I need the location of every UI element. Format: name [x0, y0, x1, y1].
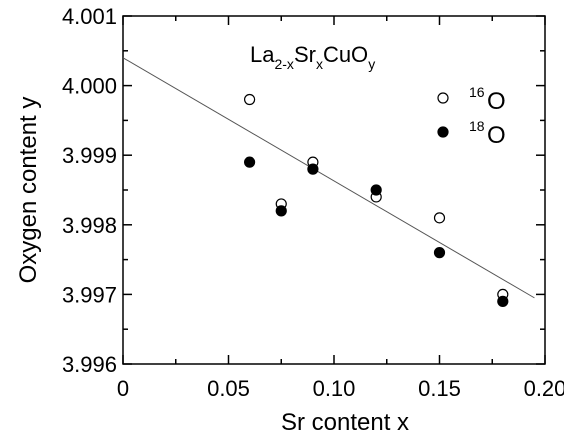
data-point-16o — [244, 93, 256, 106]
y-tick-label: 3.998 — [62, 213, 117, 238]
data-point-18o — [275, 205, 287, 217]
legend-16-o: O — [487, 88, 506, 115]
formula-cuo: CuO — [323, 42, 368, 67]
data-point-18o — [307, 163, 319, 175]
legend-16-superscript: 16 — [469, 84, 485, 100]
legend-18-superscript: 18 — [469, 118, 485, 134]
legend-18-o: O — [487, 122, 506, 149]
x-tick-label: 0.05 — [207, 376, 250, 401]
y-tick-label: 3.999 — [62, 143, 117, 168]
y-tick-label: 3.997 — [62, 282, 117, 307]
formula-sub-x: x — [316, 56, 323, 72]
data-point-18o — [244, 156, 256, 168]
data-point-18o — [433, 247, 446, 259]
legend-marker-18o — [437, 126, 449, 138]
data-point-18o — [497, 295, 509, 307]
formula-sr: Sr — [294, 42, 316, 67]
x-axis-ticks: 0 0.05 0.10 0.15 0.20 — [117, 16, 564, 401]
formula-sub-y: y — [368, 56, 375, 72]
fit-line — [122, 57, 535, 299]
x-tick-label: 0.20 — [524, 376, 564, 401]
formula-sub-2-x: 2-x — [274, 56, 293, 72]
y-tick-label: 4.001 — [62, 4, 117, 29]
data-point-18o — [370, 184, 382, 196]
legend-marker-16o — [437, 92, 449, 104]
x-axis-title: Sr content x — [281, 409, 409, 436]
formula-la: La — [250, 42, 275, 67]
y-tick-label: 3.996 — [62, 352, 117, 377]
formula-annotation: La2-xSrxCuOy — [250, 42, 375, 72]
x-tick-label: 0.15 — [418, 376, 461, 401]
legend: 16 O 18 O — [437, 84, 506, 149]
x-tick-label: 0 — [117, 376, 129, 401]
data-markers — [244, 93, 509, 307]
y-tick-label: 4.000 — [62, 74, 117, 99]
y-axis-ticks: 3.996 3.997 3.998 3.999 4.000 4.001 — [62, 4, 545, 377]
x-tick-label: 0.10 — [313, 376, 356, 401]
plot-frame — [122, 15, 546, 365]
data-point-16o — [433, 212, 446, 224]
y-axis-title: Oxygen content y — [15, 97, 42, 284]
